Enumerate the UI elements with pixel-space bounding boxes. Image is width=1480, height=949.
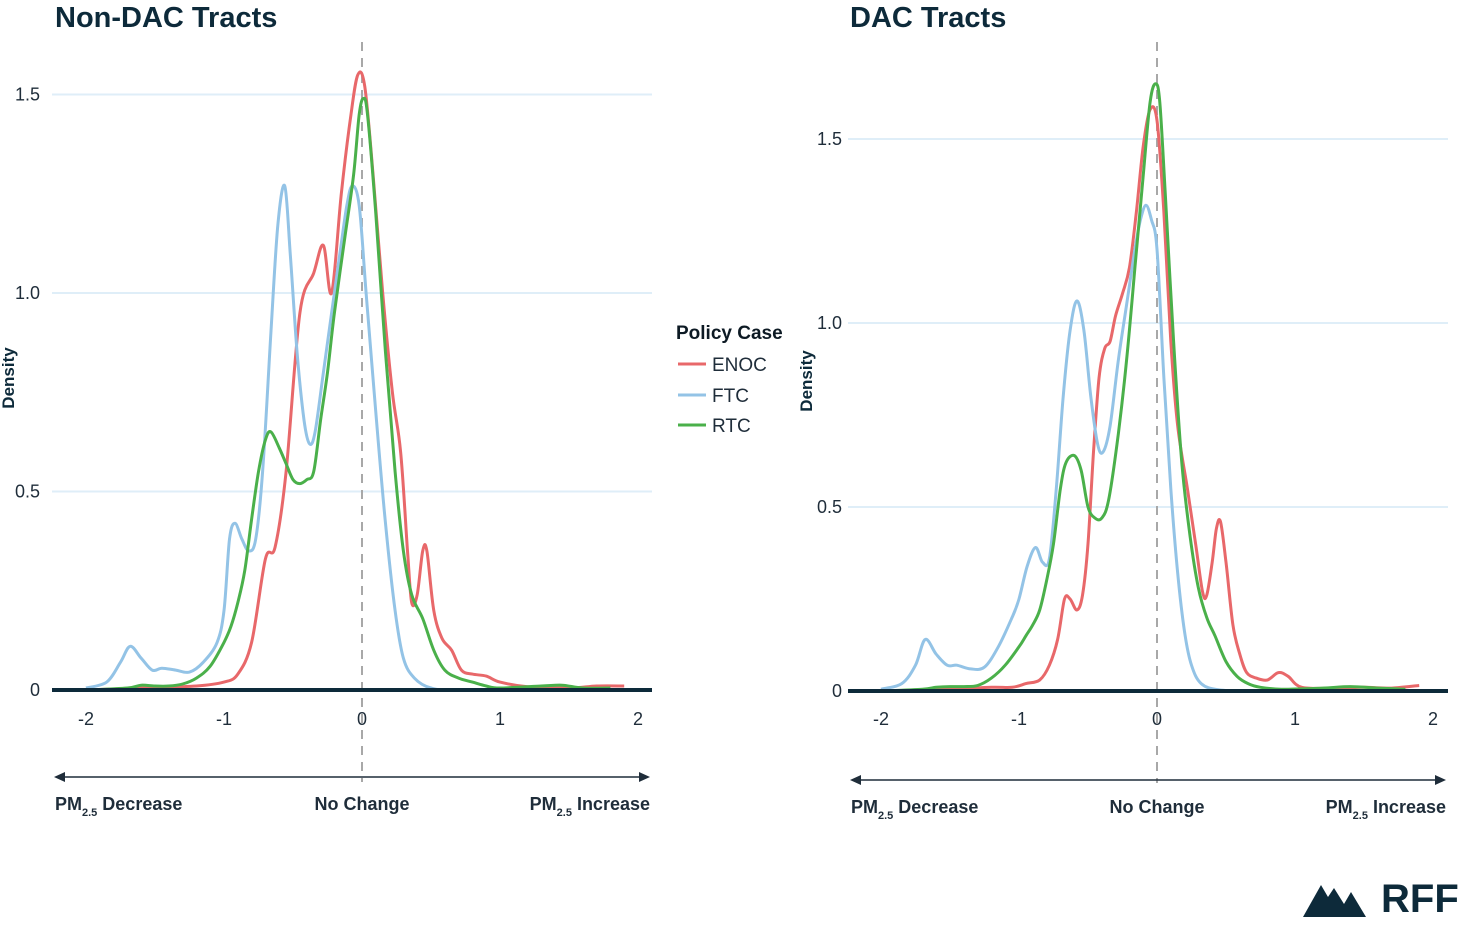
x-tick-label: 2 [633, 709, 643, 729]
x-tick-label: -2 [873, 709, 889, 729]
legend-label-rtc: RTC [712, 416, 751, 437]
label-pm-decrease: PM2.5 Decrease [55, 794, 182, 819]
series-line-ftc [880, 203, 1365, 693]
chart-title: Non-DAC Tracts [55, 2, 277, 34]
arrow-right-icon [639, 772, 650, 782]
label-pm-decrease: PM2.5 Decrease [851, 797, 978, 822]
y-axis-label: Density [797, 350, 816, 412]
series-line-enoc [880, 105, 1420, 693]
x-tick-label: -2 [78, 709, 94, 729]
panel-non-dac: Non-DAC Tracts00.51.01.5-2-1012DensityPM… [0, 2, 652, 819]
x-tick-label: 2 [1428, 709, 1438, 729]
y-tick-label: 0.5 [817, 497, 842, 517]
legend-label-ftc: FTC [712, 386, 749, 407]
legend-label-enoc: ENOC [712, 355, 767, 376]
arrow-left-icon [54, 772, 65, 782]
label-no-change: No Change [314, 794, 409, 814]
y-tick-label: 0 [30, 680, 40, 700]
arrow-right-icon [1435, 775, 1446, 785]
series-line-ftc [85, 183, 570, 692]
y-tick-label: 1.0 [15, 283, 40, 303]
legend: Policy Case ENOC FTC RTC [676, 323, 783, 437]
x-tick-label: -1 [216, 709, 232, 729]
label-no-change: No Change [1109, 797, 1204, 817]
x-tick-label: 1 [1290, 709, 1300, 729]
rff-logo: RFF [1303, 877, 1459, 921]
y-tick-label: 0 [832, 681, 842, 701]
series-line-rtc [880, 82, 1406, 693]
y-axis-label: Density [0, 347, 18, 409]
x-tick-label: 1 [495, 709, 505, 729]
x-tick-label: -1 [1011, 709, 1027, 729]
mountain-icon [1303, 885, 1366, 917]
chart-title: DAC Tracts [850, 2, 1006, 34]
panel-dac: DAC Tracts00.51.01.5-2-1012DensityPM2.5 … [797, 2, 1448, 822]
y-tick-label: 1.0 [817, 313, 842, 333]
arrow-left-icon [850, 775, 861, 785]
y-tick-label: 0.5 [15, 482, 40, 502]
y-tick-label: 1.5 [817, 129, 842, 149]
legend-title: Policy Case [676, 323, 783, 344]
label-pm-increase: PM2.5 Increase [530, 794, 650, 819]
y-tick-label: 1.5 [15, 85, 40, 105]
logo-text: RFF [1381, 877, 1459, 921]
series-line-rtc [85, 96, 611, 692]
label-pm-increase: PM2.5 Increase [1326, 797, 1446, 822]
